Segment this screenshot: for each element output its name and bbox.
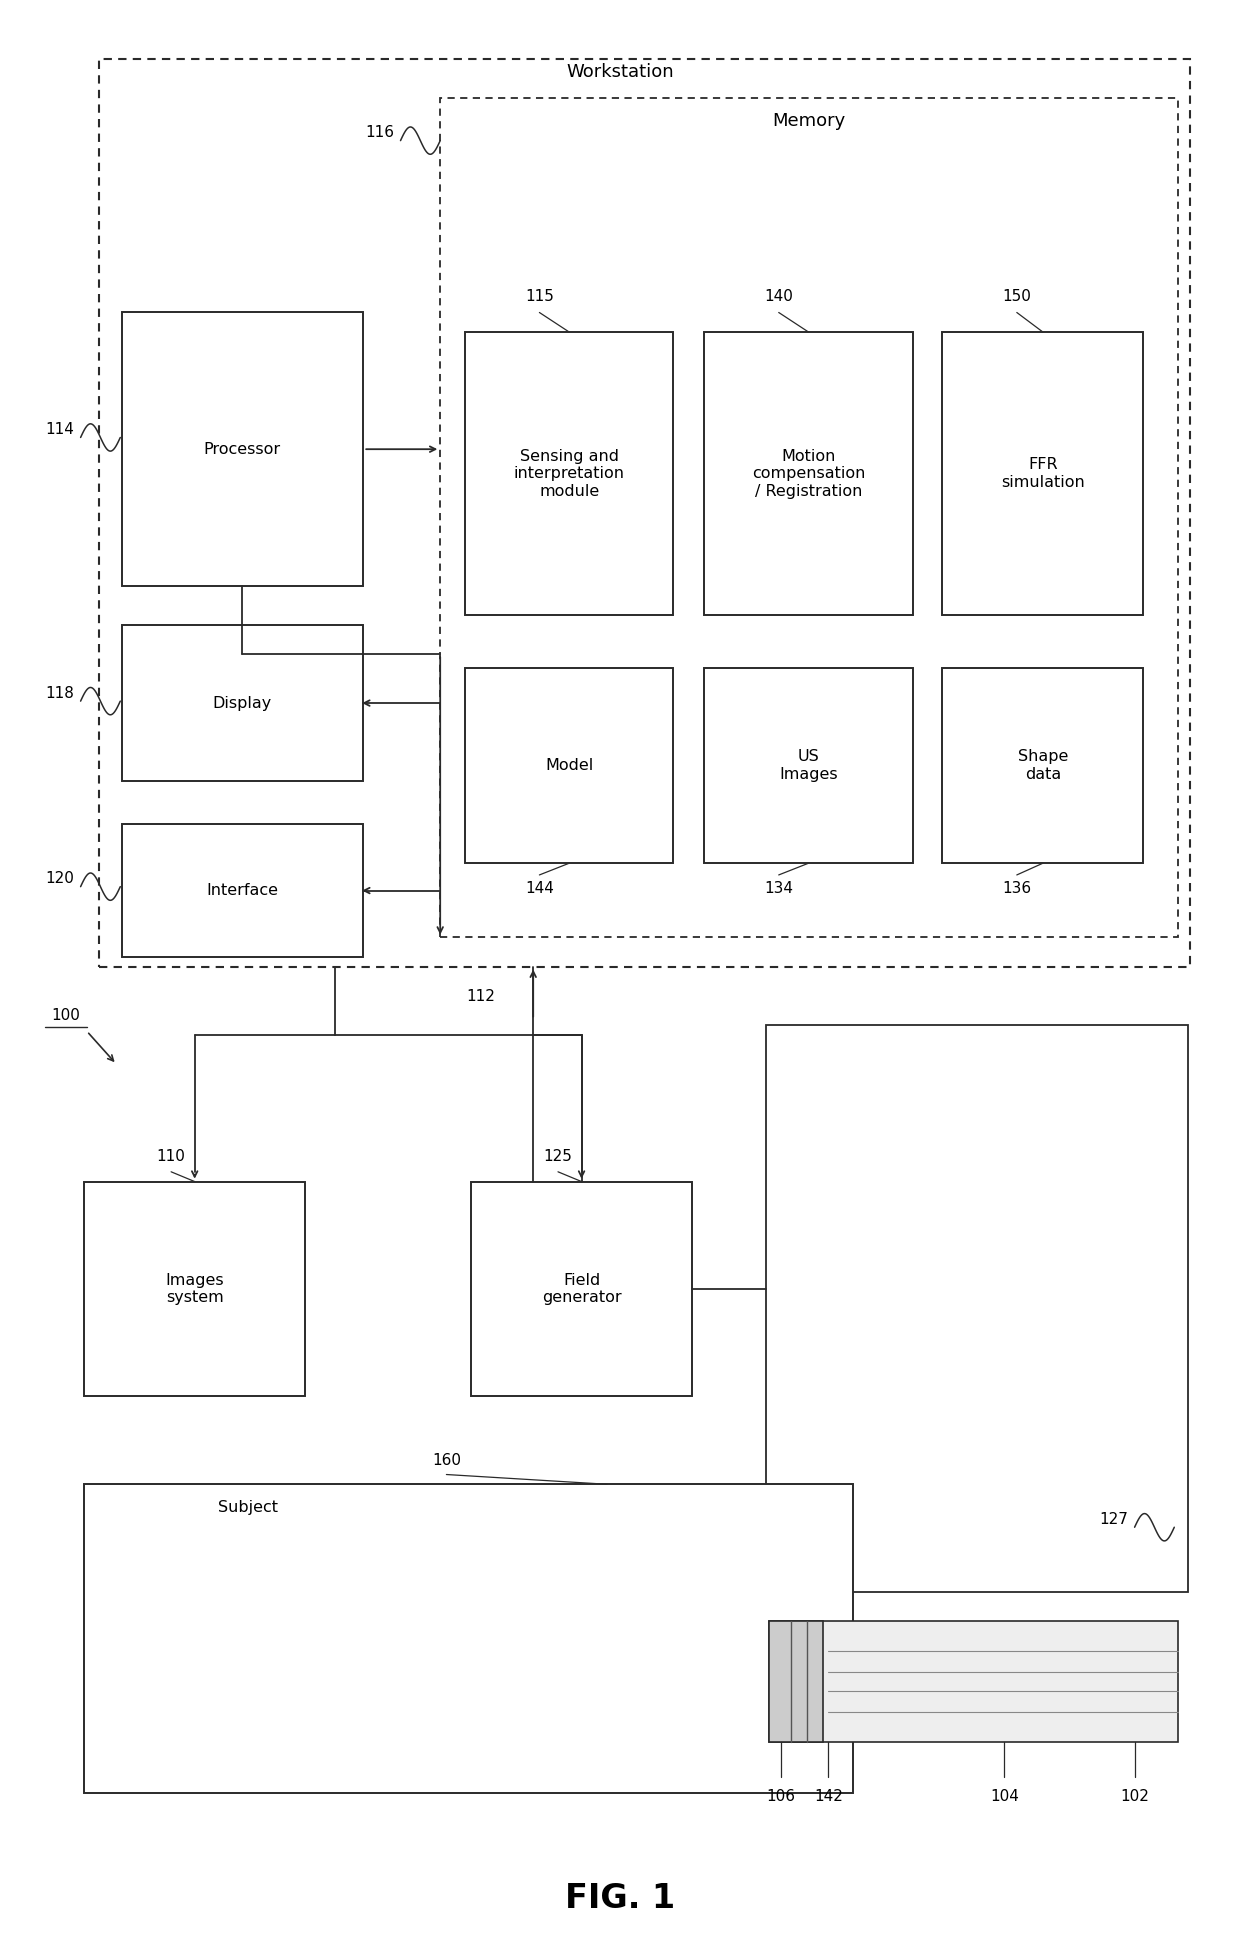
Text: 160: 160 xyxy=(432,1453,461,1469)
Bar xyxy=(465,332,673,615)
Text: 125: 125 xyxy=(543,1148,573,1164)
Text: 127: 127 xyxy=(1100,1512,1128,1527)
Text: 104: 104 xyxy=(990,1789,1019,1805)
Text: 120: 120 xyxy=(46,871,74,887)
Text: 116: 116 xyxy=(366,125,394,141)
Text: Interface: Interface xyxy=(206,883,279,898)
Bar xyxy=(84,1484,853,1793)
Text: 118: 118 xyxy=(46,686,74,701)
Text: Images
system: Images system xyxy=(165,1273,224,1305)
Text: 136: 136 xyxy=(1002,881,1032,896)
Text: 150: 150 xyxy=(1002,289,1032,305)
Bar xyxy=(122,625,363,781)
Text: 100: 100 xyxy=(51,1008,81,1023)
Bar xyxy=(84,1182,305,1396)
Bar xyxy=(440,98,1178,937)
Bar xyxy=(769,1621,1178,1742)
Bar xyxy=(704,332,913,615)
Text: 115: 115 xyxy=(525,289,554,305)
Text: 134: 134 xyxy=(764,881,794,896)
Text: Model: Model xyxy=(546,758,593,773)
Text: US
Images: US Images xyxy=(779,750,838,781)
Text: FIG. 1: FIG. 1 xyxy=(565,1883,675,1914)
Bar xyxy=(942,332,1143,615)
Text: Subject: Subject xyxy=(218,1500,278,1516)
Text: Sensing and
interpretation
module: Sensing and interpretation module xyxy=(513,449,625,498)
Text: FFR
simulation: FFR simulation xyxy=(1001,457,1085,490)
Text: Shape
data: Shape data xyxy=(1018,750,1068,781)
Text: 110: 110 xyxy=(156,1148,186,1164)
Bar xyxy=(122,824,363,957)
Text: 140: 140 xyxy=(764,289,794,305)
Bar xyxy=(769,1621,823,1742)
Text: 106: 106 xyxy=(766,1789,796,1805)
Bar xyxy=(99,59,1190,967)
Bar xyxy=(465,668,673,863)
Bar xyxy=(471,1182,692,1396)
Text: Field
generator: Field generator xyxy=(542,1273,621,1305)
Text: 102: 102 xyxy=(1120,1789,1149,1805)
Text: Memory: Memory xyxy=(771,111,846,131)
Bar xyxy=(704,668,913,863)
Text: Display: Display xyxy=(213,695,272,711)
Text: Motion
compensation
/ Registration: Motion compensation / Registration xyxy=(751,449,866,498)
Bar xyxy=(122,312,363,586)
Bar xyxy=(766,1025,1188,1592)
Bar xyxy=(942,668,1143,863)
Text: Workstation: Workstation xyxy=(567,62,673,82)
Text: 114: 114 xyxy=(46,422,74,437)
Text: 144: 144 xyxy=(525,881,554,896)
Text: Processor: Processor xyxy=(203,441,281,457)
Text: 112: 112 xyxy=(466,988,496,1004)
Text: 142: 142 xyxy=(813,1789,843,1805)
